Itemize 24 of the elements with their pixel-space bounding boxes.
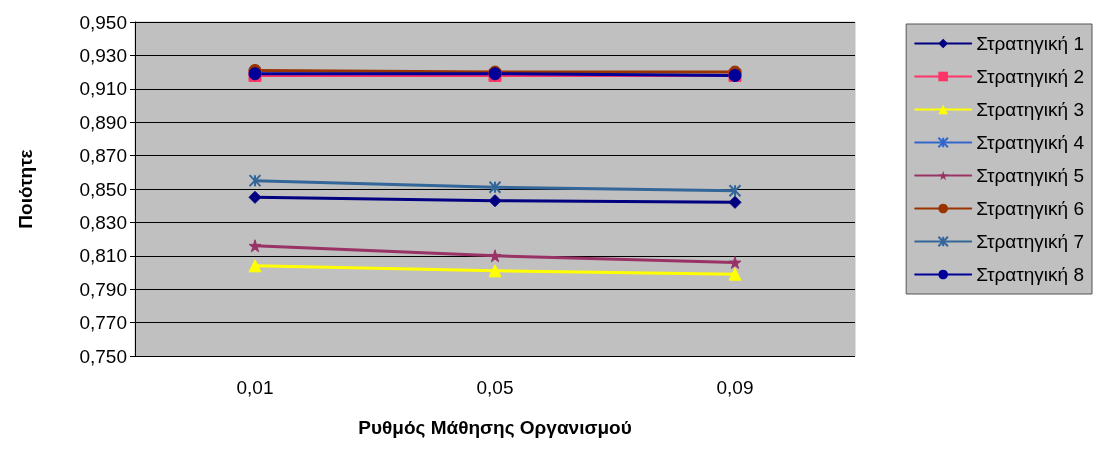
legend-label: Στρατηγική 6 <box>976 198 1084 219</box>
legend-label: Στρατηγική 1 <box>976 33 1084 54</box>
y-tick-label: 0,890 <box>79 111 127 133</box>
y-tick-label: 0,910 <box>79 78 127 100</box>
x-axis-title: Ρυθμός Μάθησης Οργανισμού <box>358 417 632 438</box>
y-tick-label: 0,930 <box>79 44 127 66</box>
y-tick-label: 0,830 <box>79 211 127 233</box>
legend-label: Στρατηγική 8 <box>976 264 1084 285</box>
y-tick-label: 0,810 <box>79 245 127 267</box>
legend-label: Στρατηγική 7 <box>976 231 1084 252</box>
y-tick-label: 0,790 <box>79 278 127 300</box>
y-tick-label: 0,850 <box>79 178 127 200</box>
y-tick-label: 0,950 <box>79 11 127 33</box>
y-tick-label: 0,770 <box>79 312 127 334</box>
legend-label: Στρατηγική 2 <box>976 66 1084 87</box>
x-tick-label: 0,09 <box>716 377 754 398</box>
y-tick-label: 0,750 <box>79 345 127 367</box>
legend-label: Στρατηγική 3 <box>976 99 1084 120</box>
y-axis-title: Ποιότητε <box>15 149 36 229</box>
y-tick-label: 0,870 <box>79 145 127 167</box>
legend-label: Στρατηγική 4 <box>976 132 1085 153</box>
x-tick-label: 0,05 <box>476 377 514 398</box>
legend-label: Στρατηγική 5 <box>976 165 1084 186</box>
x-tick-label: 0,01 <box>236 377 274 398</box>
